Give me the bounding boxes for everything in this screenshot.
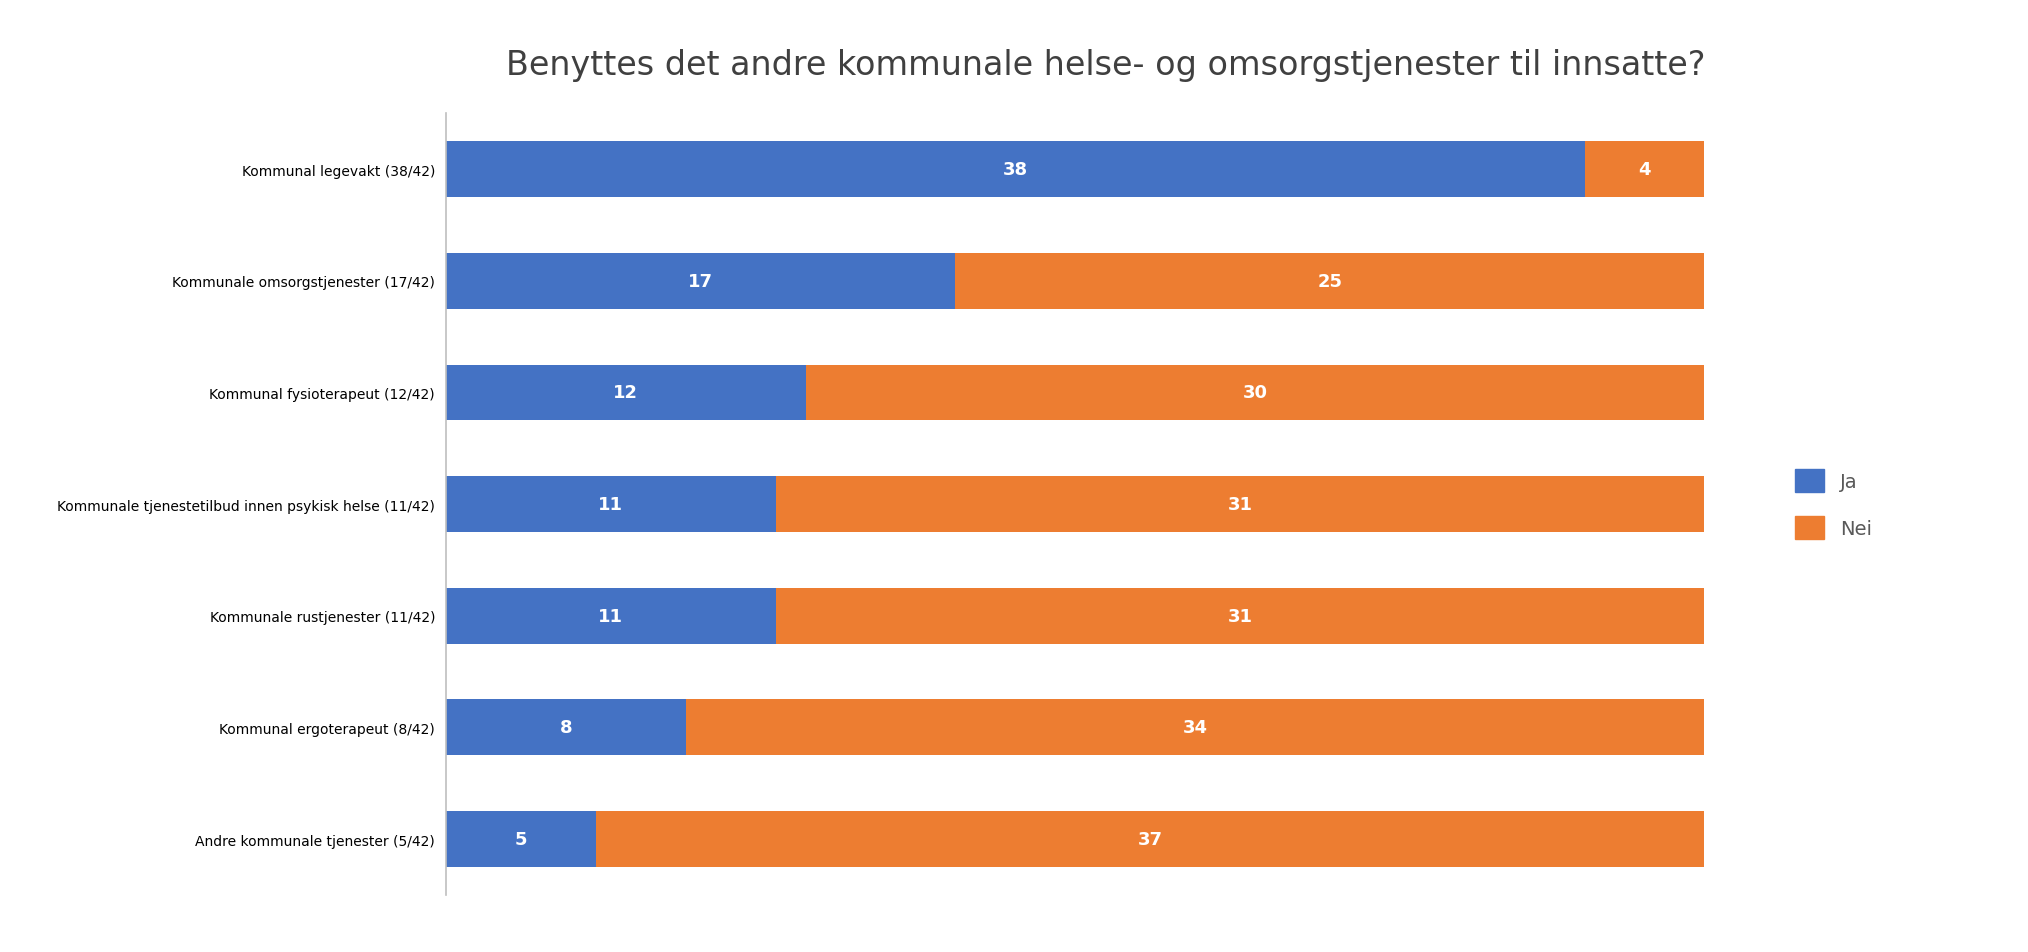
Text: 37: 37 (1138, 830, 1162, 848)
Bar (446, 253, 955, 309)
Text: 17: 17 (687, 272, 714, 290)
Text: 11: 11 (598, 607, 623, 625)
Bar (446, 811, 596, 867)
Bar (446, 366, 805, 421)
Text: 11: 11 (598, 496, 623, 513)
Bar (1584, 142, 1704, 198)
Text: 4: 4 (1639, 161, 1651, 179)
Bar (777, 477, 1704, 532)
Text: 31: 31 (1227, 496, 1253, 513)
Bar (805, 366, 1704, 421)
Bar (446, 588, 777, 644)
Bar (955, 253, 1704, 309)
Text: 12: 12 (612, 384, 639, 402)
Text: 31: 31 (1227, 607, 1253, 625)
Legend: Ja, Nei: Ja, Nei (1787, 462, 1880, 547)
Bar (685, 700, 1704, 756)
Bar (446, 700, 685, 756)
Text: 38: 38 (1002, 161, 1028, 179)
Text: 25: 25 (1318, 272, 1343, 290)
Bar (596, 811, 1704, 867)
Text: 34: 34 (1182, 719, 1207, 737)
Text: 8: 8 (560, 719, 572, 737)
Bar (446, 142, 1584, 198)
Bar (777, 588, 1704, 644)
Text: 5: 5 (515, 830, 527, 848)
Bar (446, 477, 777, 532)
Title: Benyttes det andre kommunale helse- og omsorgstjenester til innsatte?: Benyttes det andre kommunale helse- og o… (505, 50, 1706, 83)
Text: 30: 30 (1243, 384, 1268, 402)
